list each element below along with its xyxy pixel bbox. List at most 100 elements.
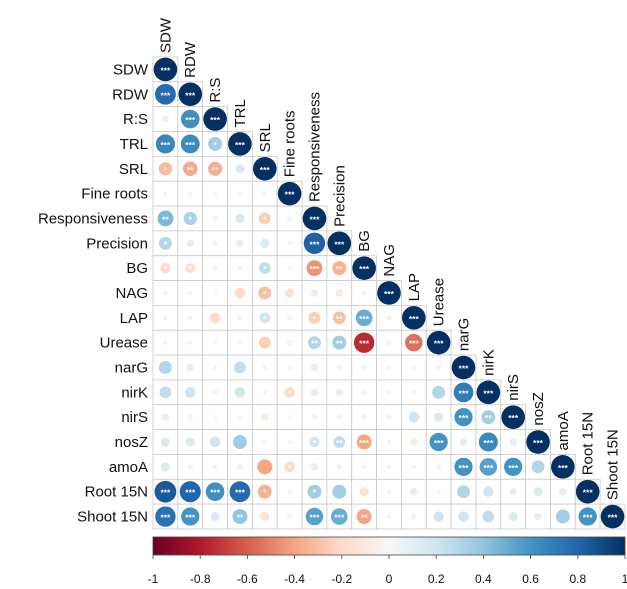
corr-circle: [179, 481, 201, 503]
corr-r-s-sdw: [162, 115, 169, 123]
corr-circle: [531, 460, 545, 474]
corr-fine-roots-srl: [262, 191, 267, 196]
corr-circle: [232, 509, 248, 524]
corr-root-15n-root-15n: ***: [575, 479, 600, 504]
corr-narg-precision: [336, 364, 342, 371]
corr-nirk-nirk: ***: [476, 380, 501, 405]
corr-circle: [262, 439, 267, 445]
corr-bg-srl: *: [258, 262, 271, 274]
corr-nosz-lap: [410, 438, 418, 446]
corr-circle: [330, 508, 348, 525]
significance-stars: **: [212, 165, 219, 175]
corr-narg-fine-roots: [287, 365, 292, 370]
corr-root-15n-nag: [386, 489, 392, 494]
corr-circle: [361, 389, 367, 395]
row-label-lap: LAP: [120, 310, 148, 327]
corr-nag-responsiveness: [310, 289, 319, 297]
row-label-sdw: SDW: [113, 61, 149, 78]
corr-circle: [433, 511, 444, 522]
corr-amoa-amoa: ***: [551, 455, 575, 479]
corr-circle: [229, 481, 251, 503]
significance-stars: ***: [359, 438, 370, 448]
corr-circle: [186, 239, 194, 248]
corr-circle: [180, 134, 200, 154]
corr-nirk-r-s: [212, 389, 218, 395]
col-label-sdw: SDW: [157, 17, 174, 53]
corr-root-15n-fine-roots: [287, 489, 292, 494]
corr-circle: [479, 458, 498, 476]
corr-nosz-srl: [262, 439, 267, 445]
significance-stars: ***: [309, 214, 320, 224]
corr-fine-roots-trl: [237, 191, 243, 196]
col-label-root-15n: Root 15N: [580, 412, 597, 475]
corr-circle: [332, 261, 347, 276]
corr-root-15n-narg: [457, 485, 470, 499]
corr-amoa-bg: [361, 464, 367, 470]
corr-amoa-sdw: [160, 462, 170, 472]
corr-circle: [228, 132, 252, 156]
corr-narg-bg: [361, 364, 367, 371]
corr-circle: [163, 340, 168, 345]
corr-circle: [336, 364, 342, 371]
significance-stars: **: [336, 438, 343, 448]
significance-stars: ***: [185, 513, 196, 523]
corr-circle: [361, 414, 367, 420]
corr-nirs-lap: [408, 411, 420, 423]
corr-nosz-trl: [232, 435, 247, 449]
corr-bg-responsiveness: ***: [306, 260, 323, 277]
corr-circle: [232, 435, 247, 449]
corr-shoot-15n-lap: [411, 513, 417, 520]
corr-circle: [308, 311, 321, 324]
colorbar-tick-label: -0.2: [331, 572, 352, 586]
significance-stars: ***: [160, 488, 171, 498]
significance-stars: ***: [185, 90, 196, 100]
corr-rdw-rdw: ***: [178, 82, 203, 107]
corr-srl-trl: [235, 164, 245, 174]
corr-shoot-15n-nirk: [482, 510, 495, 523]
significance-stars: *: [263, 264, 267, 274]
corr-shoot-15n-narg: [458, 511, 469, 522]
corr-circle: [234, 287, 246, 299]
corr-trl-trl: ***: [228, 132, 252, 156]
corr-narg-lap: [411, 365, 417, 370]
corr-circle: [287, 265, 292, 271]
corr-circle: [178, 82, 203, 107]
corr-shoot-15n-bg: **: [356, 509, 372, 524]
row-label-nosz: nosZ: [115, 434, 148, 451]
corr-lap-nag: [386, 315, 392, 321]
corr-root-15n-trl: ***: [229, 481, 251, 503]
corr-circle: [386, 464, 392, 470]
corr-root-15n-nirk: [483, 486, 494, 497]
corr-shoot-15n-srl: [260, 511, 270, 522]
corr-nosz-nag: [386, 439, 392, 445]
corr-circle: [212, 240, 218, 246]
corr-shoot-15n-rdw: ***: [181, 507, 200, 526]
corr-root-15n-amoa: [559, 487, 567, 496]
corr-circle: [508, 511, 518, 522]
corr-amoa-r-s: [212, 464, 218, 470]
colorbar-tick-label: 0.2: [428, 572, 445, 586]
corr-root-15n-responsiveness: *: [307, 484, 322, 499]
corr-circle: [287, 439, 292, 445]
col-label-narg: narG: [456, 318, 473, 351]
corr-lap-r-s: [209, 312, 221, 324]
corr-precision-precision: ***: [327, 231, 352, 256]
col-label-precision: Precision: [331, 165, 348, 227]
significance-stars: *: [189, 214, 193, 224]
corr-circle: [259, 312, 271, 324]
corr-precision-r-s: [212, 240, 218, 246]
colorbar-tick-label: 1: [622, 572, 627, 586]
row-label-trl: TRL: [120, 136, 148, 153]
corr-circle: [237, 340, 243, 345]
corr-amoa-narg: ***: [454, 457, 473, 476]
colorbar-gradient: [152, 536, 626, 556]
corr-circle: [386, 340, 392, 346]
corr-nirs-nirk: **: [481, 410, 496, 425]
corr-circle: [258, 336, 271, 349]
corr-lap-rdw: [188, 315, 193, 321]
corr-urease-r-s: [212, 340, 218, 345]
corr-responsiveness-srl: *: [258, 212, 271, 224]
colorbar-tick-label: -1: [148, 572, 159, 586]
corr-amoa-srl: [257, 459, 273, 475]
corr-urease-precision: **: [332, 335, 347, 350]
